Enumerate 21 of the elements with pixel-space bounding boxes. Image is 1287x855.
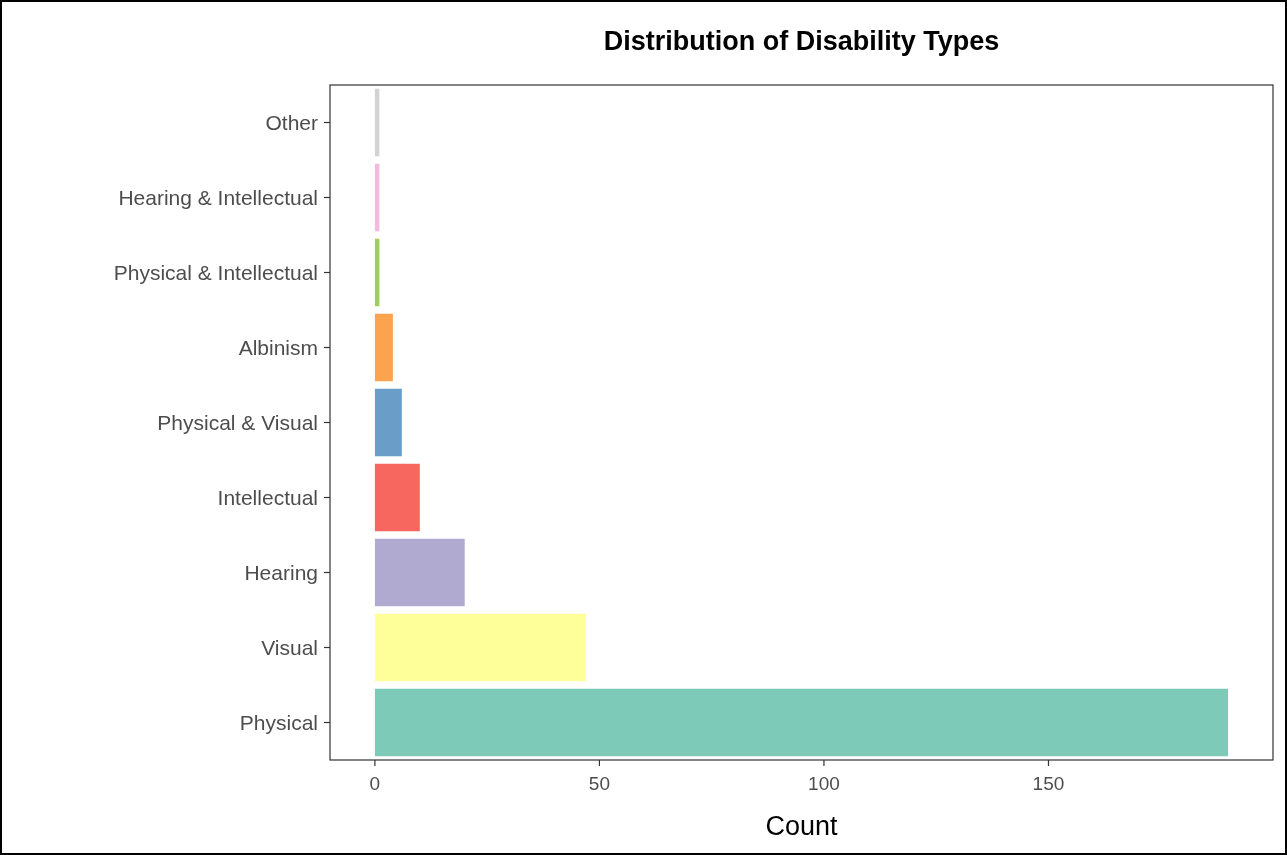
y-tick-label: Physical & Intellectual [113, 260, 318, 284]
y-tick-label: Physical & Visual [157, 410, 318, 434]
bar [374, 538, 465, 607]
y-tick-label: Visual [261, 635, 318, 659]
x-tick-label: 100 [808, 773, 840, 794]
x-tick-label: 150 [1032, 773, 1065, 794]
y-tick-label: Physical [239, 710, 318, 734]
bar [374, 313, 393, 382]
y-tick-label: Hearing & Intellectual [118, 185, 318, 209]
y-tick-label: Other [265, 110, 318, 134]
chart-title: Distribution of Disability Types [603, 26, 1000, 56]
x-tick-label: 50 [588, 773, 610, 794]
bar [374, 688, 1229, 757]
bar [374, 613, 586, 682]
x-axis-title: Count [765, 811, 839, 841]
y-tick-label: Intellectual [217, 485, 318, 509]
x-tick-label: 0 [369, 773, 381, 794]
y-tick-label: Albinism [238, 335, 318, 359]
bar [374, 463, 420, 532]
bar [374, 388, 402, 457]
y-tick-label: Hearing [244, 560, 318, 584]
